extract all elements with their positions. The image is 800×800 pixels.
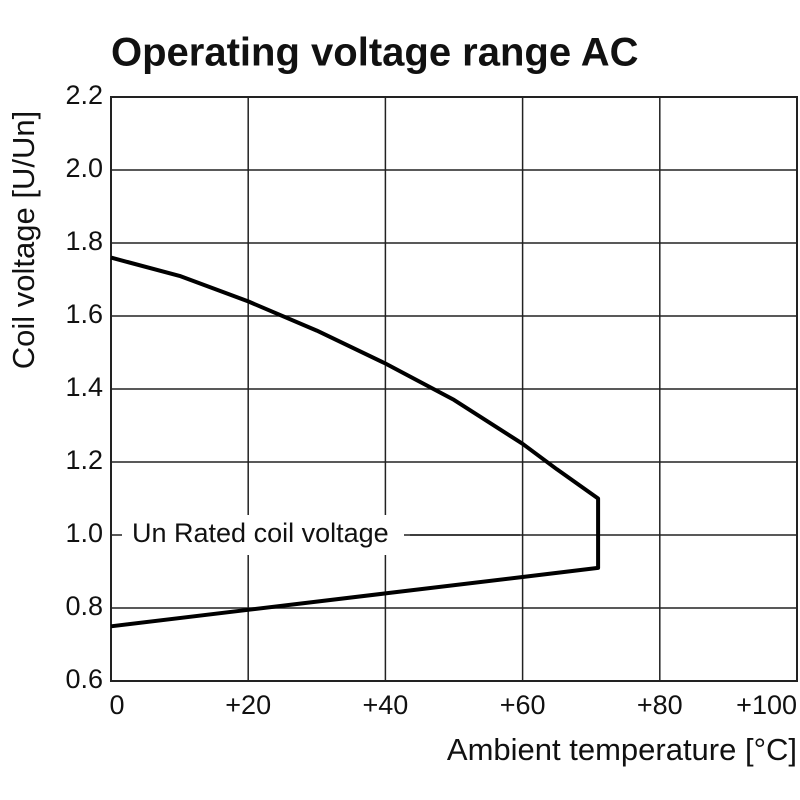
y-tick-label: 1.2 [65,445,103,475]
y-tick-label: 0.8 [65,591,103,621]
chart-title: Operating voltage range AC [111,31,639,75]
x-tick-label: +40 [362,690,408,720]
annotation: Un Rated coil voltage [132,518,389,548]
data-line [110,255,601,629]
y-tick-label: 0.6 [65,664,103,694]
x-tick-label: +80 [637,690,683,720]
y-axis-label: Coil voltage [U/Un] [6,111,41,369]
y-tick-label: 1.0 [65,518,103,548]
x-tick-label: +60 [500,690,546,720]
y-tick-label: 1.6 [65,299,103,329]
x-tick-label: 0 [109,690,124,720]
y-tick-label: 2.0 [65,153,103,183]
annotation-bg [122,515,404,555]
x-tick-label: +100 [736,690,797,720]
x-tick-label: +20 [225,690,271,720]
y-tick-label: 1.4 [65,372,103,402]
plot-frame [110,96,798,682]
y-tick-label: 1.8 [65,226,103,256]
x-axis-label: Ambient temperature [°C] [447,732,797,767]
y-tick-label: 2.2 [65,80,103,110]
